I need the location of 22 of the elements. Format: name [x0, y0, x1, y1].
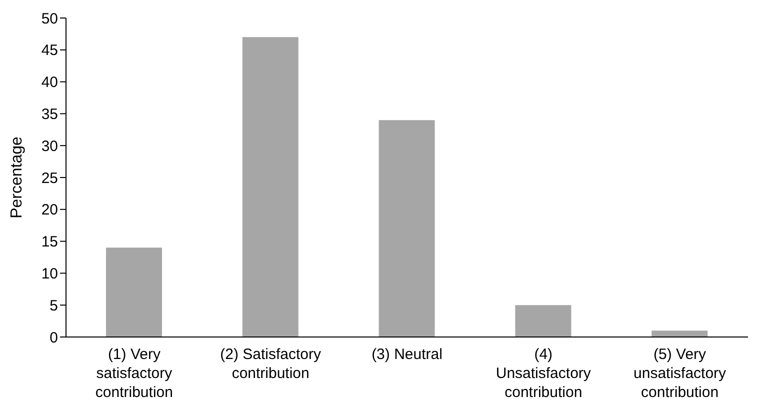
- y-tick-label: 0: [50, 329, 58, 346]
- bar: [652, 330, 708, 337]
- bar: [515, 305, 572, 337]
- y-tick-label: 50: [41, 10, 58, 28]
- y-tick-label: 5: [50, 297, 58, 314]
- y-tick-label: 15: [41, 234, 58, 251]
- bar: [378, 120, 435, 337]
- y-tick-label: 35: [41, 106, 58, 124]
- x-tick-label: (1) Very satisfactory contribution: [95, 346, 173, 401]
- y-tick-label: 20: [41, 202, 58, 219]
- x-tick-label: (4) Unsatisfactory contribution: [496, 346, 592, 401]
- y-axis-title: Percentage: [8, 136, 26, 218]
- bar: [106, 248, 162, 337]
- y-tick-label: 40: [41, 74, 58, 92]
- y-tick-label: 45: [41, 42, 58, 60]
- y-tick-label: 25: [41, 170, 58, 187]
- x-tick-label: (2) Satisfactory contribution: [220, 346, 322, 382]
- x-tick-label: (3) Neutral: [372, 346, 442, 363]
- y-tick-label: 30: [41, 138, 58, 155]
- bar: [242, 37, 298, 337]
- y-tick-label: 10: [41, 266, 58, 283]
- x-tick-label: (5) Very unsatisfactory contribution: [634, 346, 727, 401]
